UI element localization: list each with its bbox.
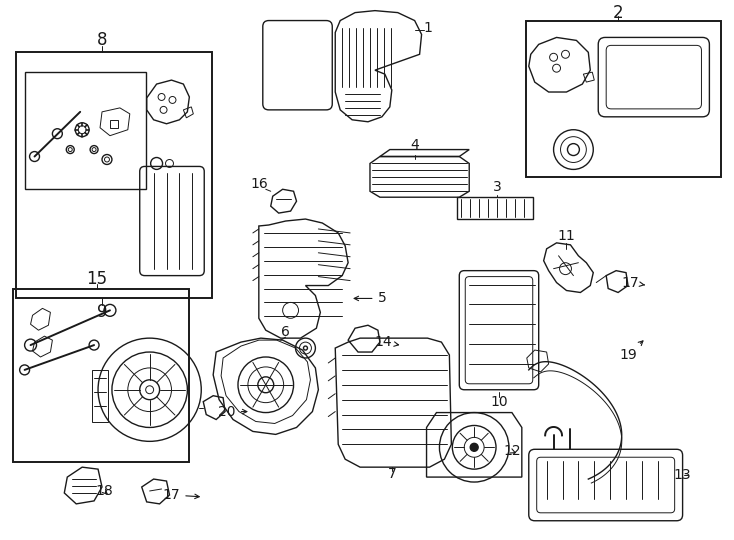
Bar [15, 52, 212, 299]
Bar [526, 21, 722, 177]
Text: 3: 3 [493, 180, 501, 194]
Text: 2: 2 [613, 4, 623, 22]
Text: 10: 10 [490, 395, 508, 409]
Text: 17: 17 [163, 488, 199, 502]
Bar [25, 72, 145, 189]
Text: 1: 1 [423, 21, 432, 35]
Bar [12, 288, 189, 462]
Text: 5: 5 [354, 292, 386, 306]
Circle shape [470, 443, 478, 451]
Text: 14: 14 [374, 335, 399, 349]
Text: 12: 12 [503, 444, 520, 458]
Text: 7: 7 [388, 467, 396, 481]
Text: 19: 19 [619, 341, 643, 362]
Text: 11: 11 [558, 229, 575, 243]
Text: 18: 18 [95, 484, 113, 498]
Text: 8: 8 [97, 31, 107, 49]
Text: 4: 4 [410, 138, 419, 152]
Bar [457, 197, 533, 219]
Text: 9: 9 [97, 303, 107, 321]
Text: 13: 13 [674, 468, 691, 482]
Text: 20: 20 [218, 404, 247, 418]
Text: 16: 16 [250, 177, 268, 191]
Bar [92, 370, 108, 422]
Text: 15: 15 [87, 269, 108, 288]
Text: 6: 6 [281, 325, 290, 339]
Bar [110, 120, 118, 128]
Text: 17: 17 [621, 275, 644, 289]
